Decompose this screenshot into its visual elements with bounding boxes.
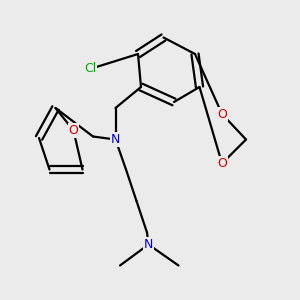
Text: O: O: [217, 107, 227, 121]
Text: N: N: [111, 133, 120, 146]
Text: Cl: Cl: [84, 62, 96, 76]
Text: O: O: [217, 157, 227, 170]
Text: N: N: [144, 238, 153, 251]
Text: O: O: [69, 124, 78, 137]
